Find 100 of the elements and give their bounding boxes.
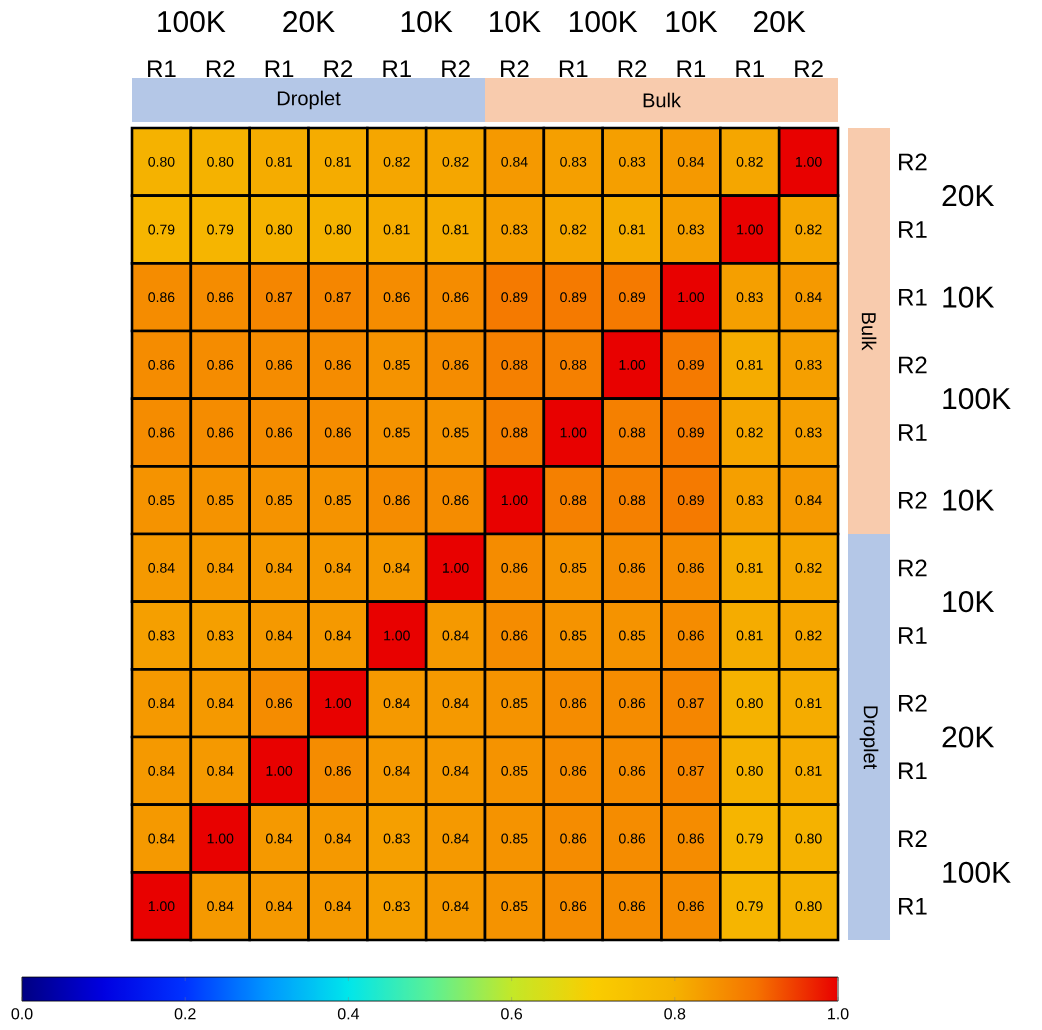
data-label: 0.85	[619, 630, 646, 641]
data-label: 0.84	[148, 562, 175, 573]
data-label: 0.86	[266, 359, 293, 370]
data-label: 0.79	[736, 833, 763, 844]
data-label: 0.84	[207, 765, 234, 776]
data-label: 0.89	[619, 292, 646, 303]
y-tick-label: R2	[899, 694, 927, 712]
data-label: 0.80	[266, 224, 293, 235]
x-tick-label: R1	[559, 60, 588, 77]
text: 10K	[666, 11, 718, 33]
data-label: 1.00	[148, 901, 175, 912]
text: 20K	[942, 726, 995, 748]
y-tick-label: R1	[899, 897, 927, 915]
data-label: 0.82	[560, 224, 587, 235]
data-label: 0.86	[501, 630, 528, 641]
data-label: 0.84	[324, 630, 352, 641]
y-tick-label: R2	[899, 830, 927, 847]
data-label: 0.82	[736, 427, 763, 438]
data-label: 0.86	[677, 630, 704, 641]
data-label: 0.81	[383, 224, 410, 235]
data-label: 0.84	[442, 698, 469, 709]
color-bar-label: 0.2	[174, 1008, 196, 1020]
y-tick-label: R1	[899, 221, 927, 238]
x-tick-label: R1	[736, 60, 764, 77]
data-label: 0.83	[795, 359, 822, 370]
data-label: 0.88	[501, 427, 528, 438]
data-label: 0.86	[442, 495, 469, 506]
data-label: 0.84	[207, 698, 234, 709]
data-label: 0.86	[148, 359, 175, 370]
text: Bulk	[643, 92, 681, 108]
data-label: 0.86	[148, 427, 175, 438]
data-label: 0.87	[677, 698, 704, 709]
data-label: 0.85	[324, 495, 351, 506]
data-label: 1.00	[737, 224, 763, 235]
text: 20K	[283, 11, 335, 33]
data-label: 0.85	[266, 495, 293, 506]
data-label: 0.89	[501, 292, 528, 303]
data-label: 0.88	[560, 359, 587, 370]
data-label: 0.83	[383, 901, 410, 912]
color-bar-label: 1.0	[828, 1008, 849, 1020]
data-label: 0.84	[148, 765, 175, 776]
data-label: 0.85	[383, 427, 410, 438]
data-label: 0.86	[266, 698, 293, 709]
data-label: 0.86	[560, 901, 587, 912]
data-label: 0.83	[501, 224, 528, 235]
y-tick-label: R1	[899, 424, 927, 441]
data-label: 0.89	[677, 495, 704, 506]
data-label: 0.85	[501, 698, 528, 709]
data-label: 1.00	[619, 359, 646, 370]
text: Droplet	[859, 706, 879, 770]
data-label: 0.86	[619, 765, 646, 776]
data-label: 0.81	[736, 562, 763, 573]
data-label: 0.84	[324, 833, 352, 844]
data-label: 1.00	[560, 427, 587, 438]
data-label: 0.88	[560, 495, 587, 506]
text: Bulk	[861, 313, 877, 351]
data-label: 0.84	[442, 630, 469, 641]
data-label: 0.84	[266, 630, 293, 641]
data-label: 0.86	[148, 292, 175, 303]
data-label: 0.86	[442, 359, 469, 370]
data-label: 0.83	[795, 427, 822, 438]
data-label: 0.84	[795, 495, 822, 506]
text: 10K	[943, 591, 995, 613]
color-bar-label: 0.0	[11, 1008, 33, 1020]
y-tick-label: R1	[899, 762, 927, 780]
x-tick-label: R2	[324, 60, 353, 77]
x-tick-label: R2	[618, 60, 647, 77]
data-label: 0.81	[736, 630, 763, 641]
data-label: 0.88	[619, 495, 646, 506]
data-label: 0.79	[736, 901, 763, 912]
data-label: 0.82	[795, 224, 822, 235]
data-label: 0.86	[207, 427, 234, 438]
x-tick-label: R1	[383, 60, 411, 77]
data-label: 0.86	[677, 562, 704, 573]
text: Droplet	[277, 90, 341, 110]
text: 100K	[158, 11, 226, 33]
data-label: 0.83	[677, 224, 704, 235]
data-label: 0.83	[736, 292, 763, 303]
x-tick-label: R2	[795, 60, 823, 77]
data-label: 0.79	[148, 224, 175, 235]
data-label: 0.86	[677, 901, 704, 912]
y-tick-label: R1	[899, 627, 927, 644]
data-label: 1.00	[443, 562, 469, 573]
data-label: 0.86	[266, 427, 293, 438]
data-label: 0.88	[619, 427, 646, 438]
data-label: 0.84	[677, 156, 705, 167]
data-label: 1.00	[325, 698, 352, 709]
data-label: 0.82	[442, 156, 469, 167]
data-label: 0.86	[383, 292, 410, 303]
data-label: 0.86	[324, 427, 351, 438]
data-label: 0.86	[560, 698, 587, 709]
data-label: 0.82	[795, 630, 822, 641]
data-label: 0.84	[324, 562, 352, 573]
data-label: 0.81	[795, 698, 822, 709]
data-label: 0.85	[501, 833, 528, 844]
data-label: 0.86	[501, 562, 528, 573]
data-label: 0.85	[560, 630, 587, 641]
data-label: 1.00	[796, 156, 822, 167]
data-label: 0.83	[619, 156, 646, 167]
y-tick-label: R2	[899, 153, 927, 171]
